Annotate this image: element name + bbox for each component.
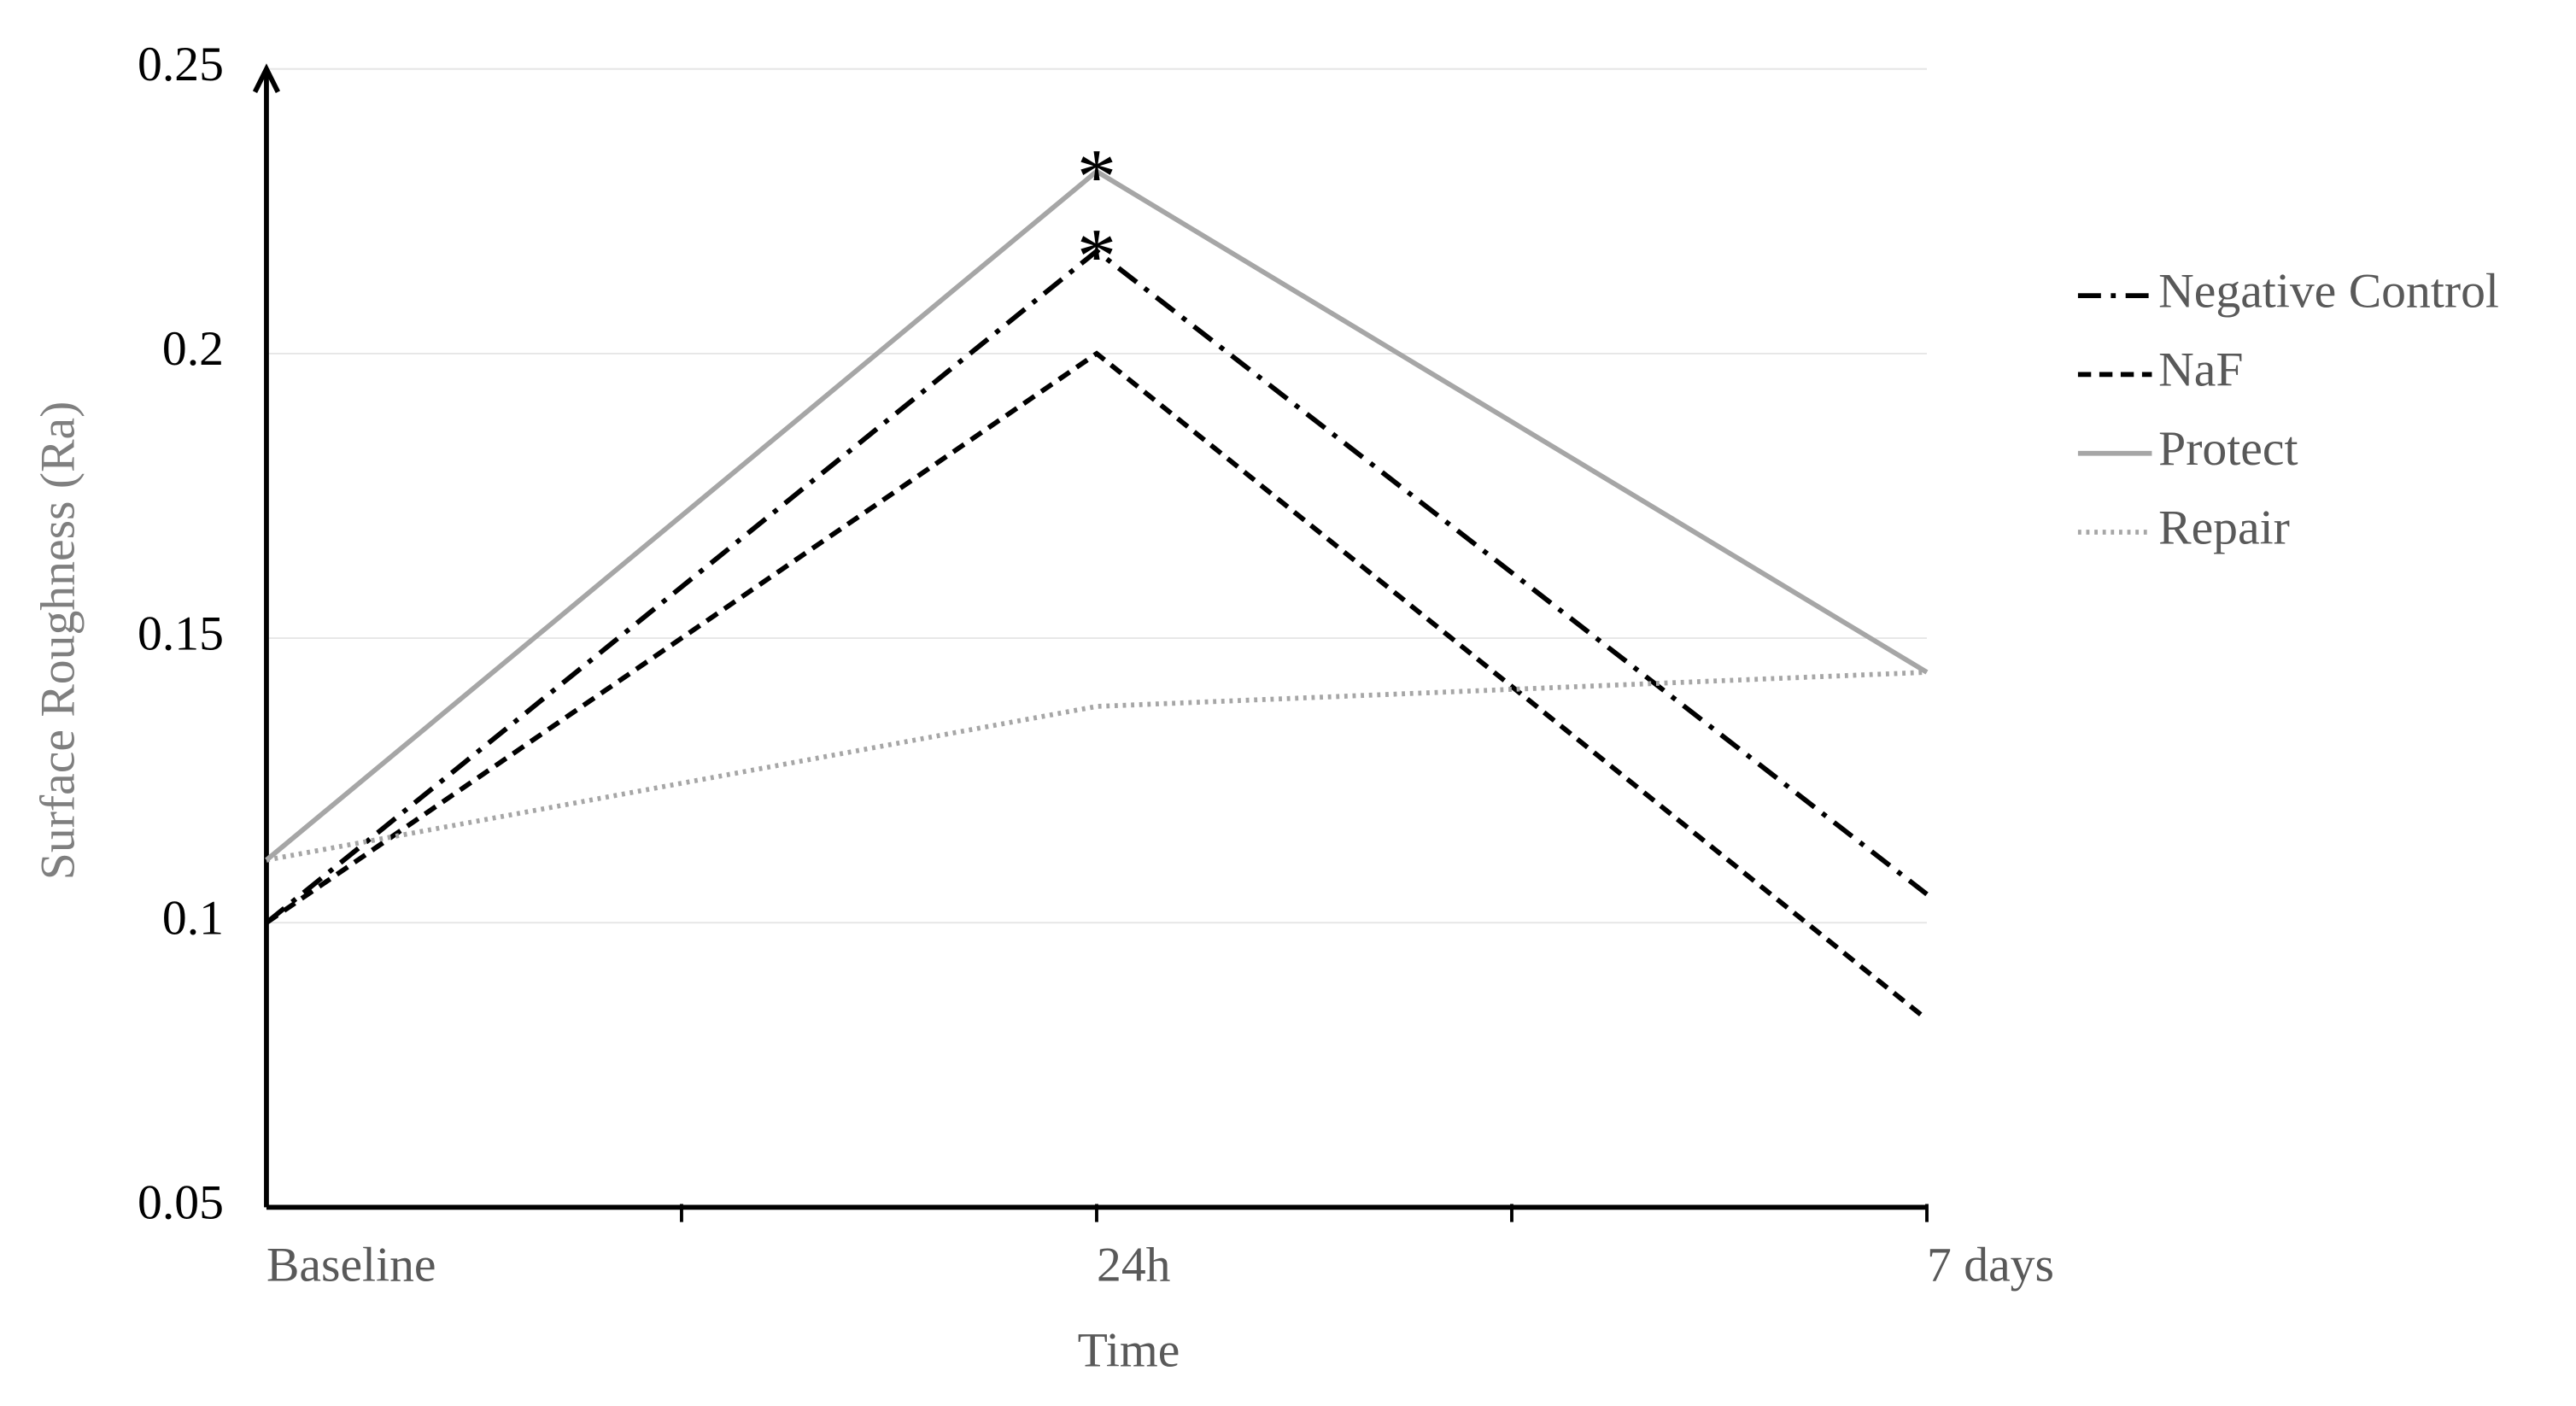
- x-tick-label: 7 days: [1927, 1239, 2054, 1292]
- annotation: *: [1077, 213, 1116, 300]
- legend-label: NaF: [2158, 343, 2243, 397]
- y-tick-label: 0.05: [138, 1176, 224, 1230]
- series-line: [265, 168, 1929, 863]
- x-tick-label: Baseline: [266, 1239, 436, 1292]
- legend-label: Protect: [2158, 422, 2298, 476]
- y-tick-label: 0.25: [138, 38, 224, 91]
- legend-label: Negative Control: [2158, 264, 2499, 318]
- legend-label: Repair: [2158, 501, 2290, 554]
- series-line: [266, 670, 1928, 863]
- y-axis-title: Surface Roughness (Ra): [32, 401, 85, 881]
- y-axis-arrow: [252, 63, 280, 93]
- y-tick-label: 0.1: [162, 891, 224, 945]
- series-line: [265, 248, 1929, 925]
- x-axis-title: Time: [1078, 1324, 1180, 1378]
- x-tick-label: 24h: [1097, 1239, 1171, 1292]
- y-tick-label: 0.2: [162, 322, 224, 376]
- annotation: *: [1077, 132, 1116, 220]
- series-line: [265, 350, 1929, 1022]
- y-tick-label: 0.15: [138, 606, 224, 660]
